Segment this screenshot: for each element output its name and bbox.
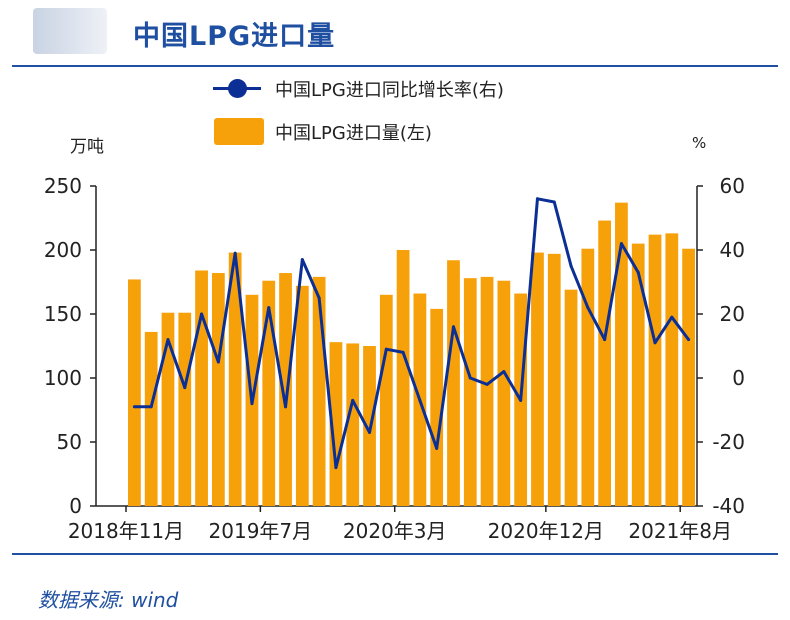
growth-rate-point <box>435 446 439 450</box>
growth-rate-point <box>334 466 338 470</box>
bar-import-volume <box>279 273 292 506</box>
bar-import-volume <box>144 331 158 506</box>
growth-rate-point <box>636 270 640 274</box>
bar-import-volume <box>631 243 645 506</box>
growth-rate-point <box>519 398 523 402</box>
bar-import-volume <box>547 253 561 506</box>
growth-rate-point <box>384 347 388 351</box>
left-axis-tick-label: 50 <box>57 430 82 454</box>
right-axis-tick-label: -40 <box>712 494 745 518</box>
left-axis-tick-label: 100 <box>44 366 82 390</box>
growth-rate-point <box>485 382 489 386</box>
bar-import-volume <box>497 280 511 506</box>
bar-import-volume <box>447 260 460 506</box>
bar-import-volume <box>346 343 360 506</box>
bottom-divider <box>12 553 778 555</box>
x-axis-tick-label: 2020年12月 <box>488 519 604 543</box>
bar-import-volume <box>396 250 410 506</box>
legend-marker-dot <box>228 79 247 98</box>
right-axis-tick-label: 60 <box>720 174 745 198</box>
right-axis-tick-label: 0 <box>732 366 745 390</box>
bar-import-volume <box>531 252 544 506</box>
left-axis-tick-label: 250 <box>44 174 82 198</box>
x-axis-tick-label: 2018年11月 <box>68 519 184 543</box>
page-title: 中国LPG进口量 <box>133 21 336 52</box>
bar-import-volume <box>128 279 141 506</box>
top-divider <box>12 65 778 67</box>
growth-rate-point <box>267 306 271 310</box>
growth-rate-point <box>619 242 623 246</box>
left-axis-unit: 万吨 <box>70 137 104 157</box>
bar-import-volume <box>430 308 444 506</box>
left-axis-tick-label: 200 <box>44 238 82 262</box>
growth-rate-point <box>586 306 590 310</box>
growth-rate-point <box>149 405 153 409</box>
growth-rate-point <box>183 386 187 390</box>
growth-rate-point <box>653 341 657 345</box>
growth-rate-point <box>468 376 472 380</box>
growth-rate-point <box>284 405 288 409</box>
x-axis-tick-label: 2020年3月 <box>343 519 447 543</box>
growth-rate-point <box>670 315 674 319</box>
growth-rate-point <box>418 398 422 402</box>
bar-import-volume <box>329 342 343 506</box>
right-axis-tick-label: 40 <box>720 238 745 262</box>
growth-rate-point <box>216 360 220 364</box>
source-note: 数据来源: wind <box>38 588 179 612</box>
growth-rate-point <box>603 338 607 342</box>
bar-import-volume <box>665 233 679 507</box>
growth-rate-point <box>569 264 573 268</box>
growth-rate-point <box>200 312 204 316</box>
right-axis-unit: % <box>692 134 707 152</box>
growth-rate-point <box>317 296 321 300</box>
growth-rate-point <box>250 402 254 406</box>
bar-import-volume <box>228 252 242 506</box>
bar-import-volume <box>262 280 276 506</box>
growth-rate-point <box>300 258 304 262</box>
legend-bar-swatch <box>214 118 264 145</box>
growth-rate-line <box>134 197 690 470</box>
x-axis-tick-label: 2019年7月 <box>209 519 313 543</box>
x-axis-tick-label: 2021年8月 <box>628 519 732 543</box>
bar-import-volume <box>682 248 695 506</box>
right-axis-tick-label: 20 <box>720 302 745 326</box>
growth-rate-point <box>535 197 539 201</box>
right-axis-tick-label: -20 <box>712 430 745 454</box>
legend-bar-label: 中国LPG进口量(左) <box>275 123 432 144</box>
bar-import-volume <box>615 202 628 506</box>
legend-line-label: 中国LPG进口同比增长率(右) <box>275 80 504 101</box>
bar-import-volume <box>581 248 595 506</box>
growth-rate-point <box>502 370 506 374</box>
bar-import-volume <box>295 285 309 506</box>
bar-import-volume <box>598 220 612 506</box>
growth-rate-point <box>552 200 556 204</box>
left-axis-tick-label: 150 <box>44 302 82 326</box>
growth-rate-point <box>687 338 691 342</box>
growth-rate-point <box>368 430 372 434</box>
growth-rate-point <box>166 338 170 342</box>
growth-rate-point <box>233 251 237 255</box>
growth-rate-point <box>451 325 455 329</box>
logo <box>33 8 107 54</box>
bar-import-volume <box>564 289 578 506</box>
bar-import-volume <box>195 270 208 506</box>
bar-import-volume <box>648 234 662 506</box>
growth-rate-point <box>132 405 136 409</box>
bar-import-volume <box>211 273 225 506</box>
growth-rate-point <box>401 350 405 354</box>
bar-import-volume <box>480 276 494 506</box>
bar-import-volume <box>379 294 393 506</box>
left-axis-tick-label: 0 <box>69 494 82 518</box>
bar-import-volume <box>161 312 175 506</box>
bar-import-volume <box>178 312 192 506</box>
bar-import-volume <box>463 278 477 506</box>
growth-rate-point <box>351 398 355 402</box>
